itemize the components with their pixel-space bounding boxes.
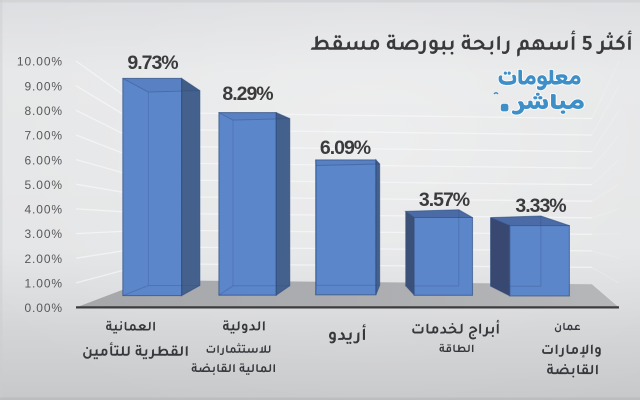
svg-text:4.00%: 4.00%	[24, 203, 63, 217]
svg-text:8.29%: 8.29%	[222, 83, 273, 105]
svg-text:2.00%: 2.00%	[24, 252, 63, 266]
svg-text:9.00%: 9.00%	[24, 79, 63, 93]
svg-text:3.57%: 3.57%	[419, 189, 470, 211]
svg-text:7.00%: 7.00%	[24, 129, 63, 143]
svg-text:1.00%: 1.00%	[24, 277, 63, 291]
svg-text:6.00%: 6.00%	[24, 153, 63, 167]
svg-text:0.00%: 0.00%	[24, 301, 63, 315]
svg-text:5.00%: 5.00%	[24, 178, 63, 192]
svg-text:9.73%: 9.73%	[127, 52, 178, 74]
svg-text:6.09%: 6.09%	[320, 137, 371, 159]
svg-text:3.00%: 3.00%	[24, 227, 63, 241]
svg-text:3.33%: 3.33%	[515, 195, 566, 217]
svg-text:8.00%: 8.00%	[24, 104, 63, 118]
svg-text:10.00%: 10.00%	[17, 55, 63, 69]
